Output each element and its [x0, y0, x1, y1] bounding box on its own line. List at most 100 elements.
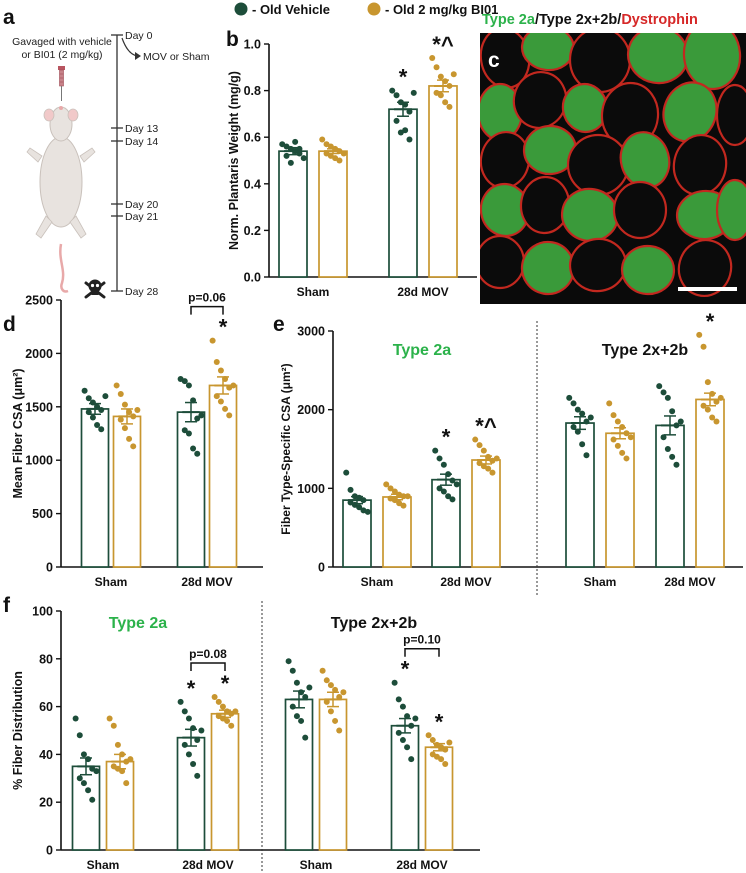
data-point: [587, 414, 594, 421]
bar: [318, 698, 348, 851]
y-tick-label: 40: [39, 748, 53, 762]
data-point: [98, 426, 105, 433]
data-point: [119, 768, 126, 775]
data-point: [126, 435, 133, 442]
data-point: [121, 425, 128, 432]
significance-marker: *: [399, 65, 408, 90]
data-point: [566, 394, 573, 401]
data-point: [395, 729, 402, 736]
data-point: [433, 64, 440, 71]
data-point: [480, 447, 487, 454]
bar: [471, 459, 501, 568]
data-point: [185, 382, 192, 389]
data-point: [614, 442, 621, 449]
data-point: [709, 390, 716, 397]
data-point: [319, 667, 326, 674]
data-point: [198, 727, 205, 734]
panel-c-micrograph: Type 2a/Type 2x+2b/Dystrophin c: [480, 12, 746, 304]
data-point: [285, 658, 292, 665]
skull-crossbones-icon: [84, 279, 106, 299]
y-tick-label: 0: [318, 561, 325, 575]
data-point: [347, 486, 354, 493]
data-point: [408, 756, 415, 763]
data-point: [436, 455, 443, 462]
p-value-label: p=0.06: [188, 291, 226, 305]
gavage-label-line-1: Gavaged with vehicle: [12, 36, 112, 48]
data-point: [98, 407, 105, 414]
mov-label: MOV or Sham: [143, 51, 210, 63]
data-point: [442, 760, 449, 767]
muscle-fiber: [662, 81, 718, 143]
micrograph-title: Type 2a/Type 2x+2b/Dystrophin: [482, 12, 698, 28]
data-point: [121, 401, 128, 408]
y-tick-label: 1500: [25, 400, 53, 414]
y-axis-label: Norm. Plantaris Weight (mg/g): [227, 71, 241, 250]
data-point: [177, 698, 184, 705]
data-point: [623, 455, 630, 462]
data-point: [704, 406, 711, 413]
comparison-bracket: [404, 647, 440, 657]
data-point: [696, 331, 703, 338]
data-point: [400, 502, 407, 509]
data-point: [476, 460, 483, 467]
data-point: [228, 722, 235, 729]
y-tick-label: 60: [39, 700, 53, 714]
title-type-2a: Type 2a: [482, 12, 536, 28]
data-point: [215, 698, 222, 705]
bar: [278, 150, 308, 278]
data-point: [217, 398, 224, 405]
title-type-2x2b: /Type 2x+2b/: [535, 12, 621, 28]
data-point: [93, 768, 100, 775]
data-point: [700, 402, 707, 409]
data-point: [211, 694, 218, 701]
data-point: [669, 408, 676, 415]
data-point: [217, 367, 224, 374]
panel-label-b: b: [226, 28, 239, 51]
panel-label-c: c: [488, 49, 500, 72]
y-axis-label: Mean Fiber CSA (μm²): [11, 368, 25, 498]
comparison-bracket: [190, 662, 226, 672]
data-point: [332, 717, 339, 724]
significance-marker: *^: [432, 32, 454, 57]
data-point: [364, 508, 371, 515]
data-point: [292, 138, 299, 145]
data-point: [127, 756, 134, 763]
data-point: [319, 136, 326, 143]
data-point: [399, 703, 406, 710]
data-point: [89, 796, 96, 803]
data-point: [389, 87, 396, 94]
data-point: [399, 737, 406, 744]
data-point: [185, 715, 192, 722]
muscle-fiber: [566, 133, 630, 197]
y-tick-label: 0.2: [244, 224, 261, 238]
data-point: [700, 343, 707, 350]
data-point: [198, 412, 205, 419]
data-point: [230, 382, 237, 389]
panel-label-d: d: [3, 313, 16, 336]
data-point: [224, 717, 231, 724]
data-point: [293, 679, 300, 686]
data-point: [123, 780, 130, 787]
bar: [105, 760, 135, 851]
data-point: [713, 418, 720, 425]
data-point: [302, 734, 309, 741]
data-point: [340, 689, 347, 696]
bar: [655, 424, 685, 568]
y-tick-label: 0.6: [244, 131, 261, 145]
data-point: [119, 751, 126, 758]
muscle-fibers: [480, 33, 746, 297]
legend-vehicle-label: - Old Vehicle: [252, 2, 330, 17]
data-point: [76, 775, 83, 782]
data-point: [190, 397, 197, 404]
y-tick-label: 0: [46, 561, 53, 575]
data-point: [190, 725, 197, 732]
chart-d-mean-fiber-csa: 0 500 1000 1500 2000 2500 Mean Fiber CSA (μm²)…: [11, 291, 263, 589]
panel-label-f: f: [3, 594, 11, 617]
legend-bi01-label: - Old 2 mg/kg BI01: [385, 2, 498, 17]
muscle-fiber: [682, 33, 742, 91]
data-point: [226, 412, 233, 419]
data-point: [222, 405, 229, 412]
data-point: [677, 418, 684, 425]
bar: [80, 408, 110, 568]
